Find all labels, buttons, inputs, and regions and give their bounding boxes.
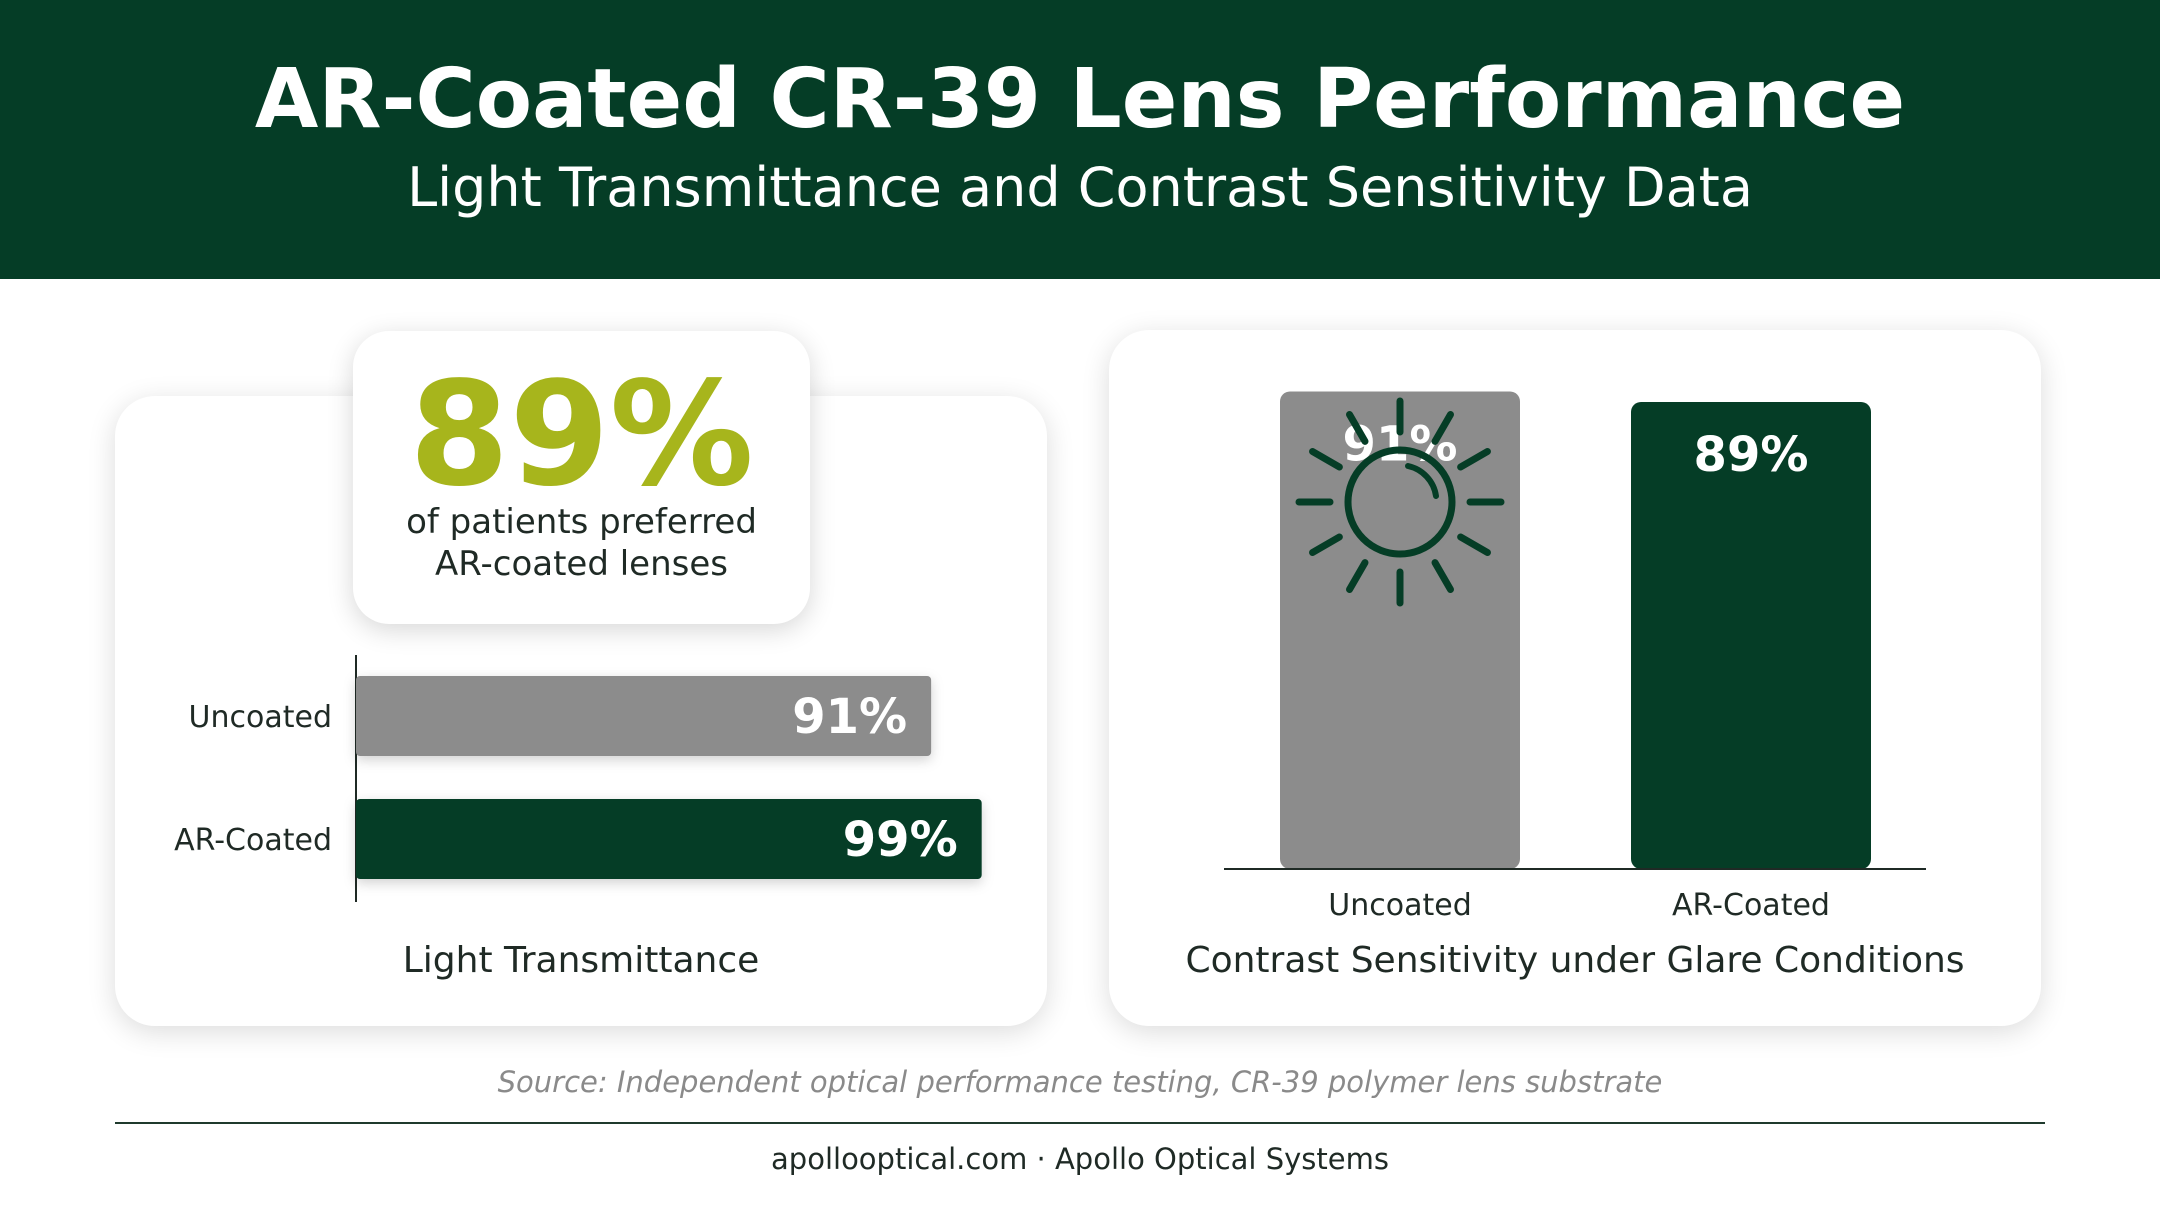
v-bar-value-label: 89%	[1694, 427, 1809, 483]
h-bar-category-label: AR-Coated	[174, 823, 332, 858]
v-bar-category-label: AR-Coated	[1672, 888, 1830, 923]
v-bar-ar-coated	[1631, 402, 1871, 869]
h-bar-value-label: 91%	[792, 689, 907, 745]
header-banner: AR-Coated CR-39 Lens Performance Light T…	[0, 0, 2160, 279]
sun-icon	[1295, 397, 1505, 607]
highlight-stat-card: 89% of patients preferred AR-coated lens…	[353, 331, 810, 624]
highlight-stat-value: 89%	[409, 350, 754, 518]
h-chart-axis-title: Light Transmittance	[403, 940, 760, 981]
contrast-sensitivity-card	[1109, 330, 2041, 1026]
page-subtitle: Light Transmittance and Contrast Sensiti…	[407, 156, 1753, 219]
footer-divider	[115, 1122, 2045, 1124]
h-bar-value-label: 99%	[843, 812, 958, 868]
footer-text: apollooptical.com · Apollo Optical Syste…	[771, 1142, 1389, 1176]
source-note: Source: Independent optical performance …	[497, 1065, 1663, 1099]
v-bar-uncoated	[1280, 391, 1520, 869]
highlight-stat-line-1: of patients preferred	[406, 502, 757, 542]
v-bar-category-label: Uncoated	[1328, 888, 1471, 923]
highlight-stat-line-2: AR-coated lenses	[434, 544, 728, 584]
v-chart-axis-title: Contrast Sensitivity under Glare Conditi…	[1185, 940, 1964, 981]
h-bar-category-label: Uncoated	[189, 700, 332, 735]
highlight-stat-caption: of patients preferred AR-coated lenses	[353, 501, 810, 585]
h-bar-uncoated	[356, 676, 932, 756]
h-bar-ar-coated	[356, 799, 982, 879]
page-title: AR-Coated CR-39 Lens Performance	[254, 52, 1906, 147]
